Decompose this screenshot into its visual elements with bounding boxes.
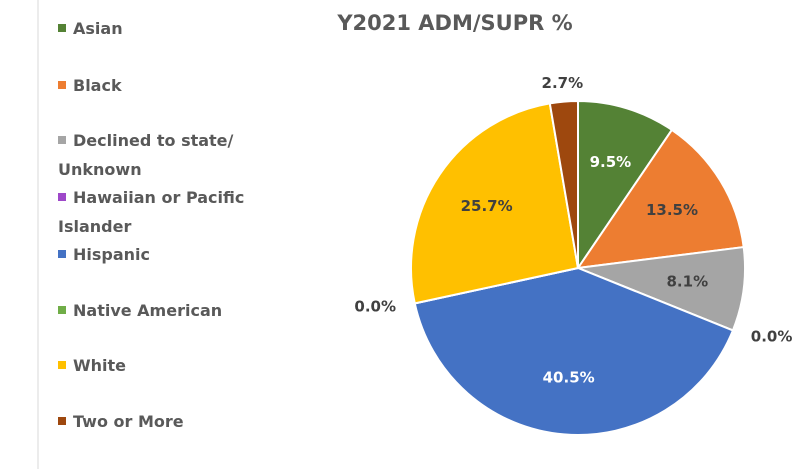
legend-swatch [58, 135, 66, 144]
data-label: 2.7% [542, 74, 584, 92]
data-label: 8.1% [667, 273, 709, 291]
pie-slice [410, 102, 580, 305]
legend-label: Native American [73, 301, 223, 320]
legend-swatch [58, 23, 66, 32]
legend-label: White [73, 356, 127, 375]
pie-slice [575, 128, 745, 270]
legend-swatch [58, 249, 66, 258]
legend-label: Black [73, 76, 122, 95]
pie-slice [413, 266, 735, 436]
legend-label: Hawaiian or Pacific Islander [58, 188, 245, 236]
legend-item: Declined to state/ Unknown [58, 126, 268, 184]
data-label: 13.5% [646, 201, 698, 219]
legend-item: Hispanic [58, 240, 268, 269]
data-label: 25.7% [461, 197, 513, 215]
legend-label: Hispanic [73, 245, 151, 264]
data-label: 9.5% [590, 153, 632, 171]
data-label: 0.0% [751, 328, 793, 346]
data-label: 0.0% [354, 298, 396, 316]
pie-slice [577, 99, 674, 272]
legend-label: Declined to state/ Unknown [58, 131, 234, 179]
pie-slice [548, 99, 579, 269]
legend-label: Two or More [73, 412, 184, 431]
legend-swatch [58, 305, 66, 314]
legend-item: Black [58, 71, 268, 100]
legend-item: Asian [58, 14, 268, 43]
legend-swatch [58, 192, 66, 201]
data-label: 40.5% [543, 368, 595, 386]
legend-swatch [58, 80, 66, 89]
legend-swatch [58, 416, 66, 425]
legend-item: Hawaiian or Pacific Islander [58, 183, 268, 241]
legend-item: Native American [58, 296, 268, 325]
legend-item: Two or More [58, 407, 268, 436]
legend-swatch [58, 360, 66, 369]
legend-item: White [58, 351, 268, 380]
chart-title: Y2021 ADM/SUPR % [336, 11, 572, 35]
legend-label: Asian [73, 19, 123, 38]
